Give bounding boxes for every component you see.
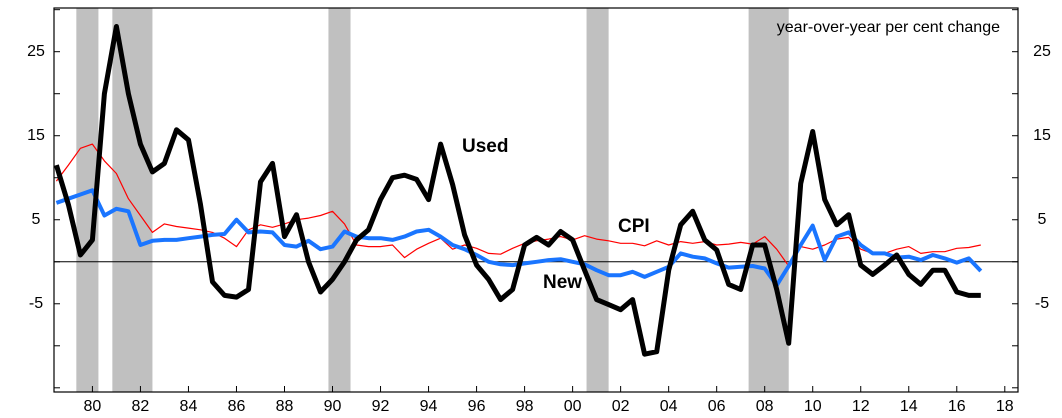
x-tick-label: 84 [180, 398, 198, 415]
series-label: Used [462, 136, 508, 157]
recession-band [586, 8, 609, 392]
x-tick-label: 10 [804, 398, 822, 415]
x-tick-label: 80 [84, 398, 102, 415]
y2-tick-label: 5 [1038, 211, 1047, 228]
x-tick-label: 82 [132, 398, 150, 415]
y2-tick-label: 15 [1033, 127, 1051, 144]
series-label: New [543, 272, 582, 293]
series-line [54, 24, 981, 357]
x-tick-label: 12 [852, 398, 870, 415]
annotation: year-over-year per cent change [777, 19, 1000, 36]
x-tick-label: 06 [708, 398, 726, 415]
x-tick-label: 18 [996, 398, 1014, 415]
x-tick-label: 86 [228, 398, 246, 415]
recession-band [76, 8, 99, 392]
x-tick-label: 14 [900, 398, 918, 415]
recession-band [328, 8, 351, 392]
x-tick-label: 92 [372, 398, 390, 415]
y-tick-label: -5 [29, 295, 43, 312]
y-tick-label: 25 [27, 43, 45, 60]
y-tick-label: 15 [27, 127, 45, 144]
x-tick-label: 04 [660, 398, 678, 415]
x-tick-label: 02 [612, 398, 630, 415]
series-line [55, 143, 981, 267]
x-tick-label: 96 [468, 398, 486, 415]
plot-frame [53, 7, 1019, 393]
x-tick-label: 16 [948, 398, 966, 415]
y2-tick-label: 25 [1033, 43, 1051, 60]
recession-band [112, 8, 153, 392]
x-tick-label: 94 [420, 398, 438, 415]
x-tick-label: 08 [756, 398, 774, 415]
x-tick-label: 98 [516, 398, 534, 415]
x-tick-label: 00 [564, 398, 582, 415]
recession-band [748, 8, 789, 392]
y2-tick-label: -5 [1035, 295, 1049, 312]
series-label: CPI [618, 216, 650, 237]
x-tick-label: 88 [276, 398, 294, 415]
x-tick-label: 90 [324, 398, 342, 415]
y-tick-label: 5 [32, 211, 41, 228]
